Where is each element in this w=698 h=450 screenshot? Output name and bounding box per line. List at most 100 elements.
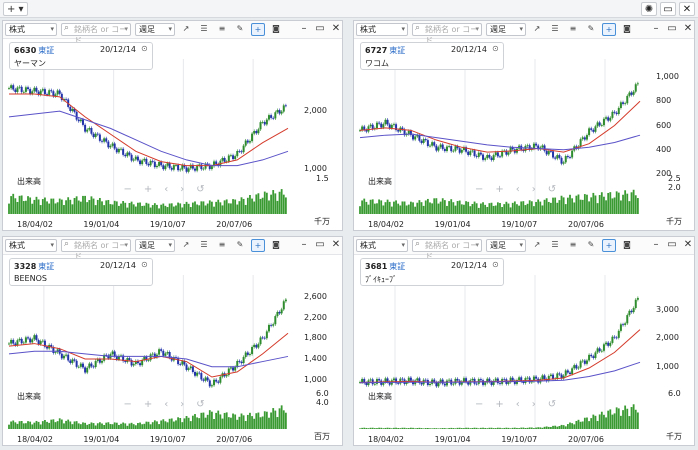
zoom-out-icon[interactable]: − (475, 184, 484, 195)
chevron-right-icon[interactable]: › (180, 184, 185, 195)
zoom-in-icon[interactable]: + (143, 184, 153, 195)
y-tick-label: 200 (656, 168, 672, 178)
volume-bar (124, 202, 127, 214)
zoom-out-icon[interactable]: − (123, 184, 132, 195)
lines-icon[interactable]: ☰ (551, 240, 559, 249)
restore-icon[interactable]: ▭ (660, 2, 676, 16)
candle (103, 354, 106, 361)
chevron-left-icon[interactable]: ‹ (164, 184, 169, 195)
reset-icon[interactable]: ↺ (196, 184, 205, 195)
chevron-down-icon[interactable]: ⊙ (492, 44, 499, 53)
pen-icon[interactable]: ✎ (236, 24, 244, 33)
candle (14, 89, 17, 92)
pen-icon[interactable]: ✎ (587, 24, 595, 33)
reset-icon[interactable]: ↺ (547, 184, 557, 195)
price-chart[interactable] (3, 39, 343, 231)
minimize-icon[interactable]: – (301, 239, 307, 250)
list-icon[interactable]: ≡ (218, 24, 226, 33)
search-input[interactable]: 銘柄名 or コード (412, 23, 482, 45)
close-icon[interactable]: ✕ (683, 23, 693, 34)
chevron-right-icon[interactable]: › (180, 399, 185, 410)
minimize-icon[interactable]: – (301, 23, 307, 34)
close-icon[interactable]: ✕ (683, 239, 693, 250)
close-icon[interactable]: ✕ (679, 2, 695, 16)
price-chart[interactable] (354, 255, 695, 446)
arrow-icon[interactable]: ↗ (182, 24, 190, 33)
crosshair-icon[interactable]: + (602, 239, 616, 252)
period-select[interactable]: 週足 (486, 239, 526, 252)
chevron-down-icon[interactable]: ⊙ (141, 44, 148, 53)
arrow-icon[interactable]: ↗ (182, 240, 190, 249)
chevron-left-icon[interactable]: ‹ (164, 399, 169, 410)
search-input[interactable]: 銘柄名 or コード (412, 239, 482, 261)
market-select[interactable]: 株式 (5, 239, 57, 252)
market-select[interactable]: 株式 (356, 239, 408, 252)
list-icon[interactable]: ≡ (569, 240, 577, 249)
volume-bar (130, 422, 133, 429)
chevron-down-icon[interactable]: ⊙ (141, 260, 148, 269)
chevron-left-icon[interactable]: ‹ (515, 184, 520, 195)
crosshair-icon[interactable]: + (602, 23, 616, 36)
camera-icon[interactable]: ◙ (272, 24, 280, 33)
volume-bar (407, 428, 410, 429)
candle (581, 360, 584, 362)
close-icon[interactable]: ✕ (331, 239, 341, 250)
camera-icon[interactable]: ◙ (623, 24, 631, 33)
volume-bar (424, 428, 427, 429)
minimize-icon[interactable]: – (653, 239, 659, 250)
period-select[interactable]: 週足 (486, 23, 526, 36)
list-icon[interactable]: ≡ (569, 24, 577, 33)
arrow-icon[interactable]: ↗ (533, 240, 541, 249)
zoom-in-icon[interactable]: + (495, 184, 504, 195)
crosshair-icon[interactable]: + (251, 23, 265, 36)
candle (435, 382, 438, 387)
period-select[interactable]: 週足 (135, 23, 175, 36)
chart-panel-6630: 株式 銘柄名 or コード 週足 ↗ ☰ ≡ ✎ + ◙ – ▭ ✕ 6630東… (2, 20, 343, 231)
period-select[interactable]: 週足 (135, 239, 175, 252)
maximize-icon[interactable]: ▭ (315, 239, 325, 250)
add-chart-button[interactable]: + ▾ (3, 2, 28, 16)
chevron-right-icon[interactable]: › (531, 399, 536, 410)
search-input[interactable]: 銘柄名 or コード (61, 23, 131, 45)
reset-icon[interactable]: ↺ (547, 399, 557, 410)
price-chart[interactable] (354, 39, 695, 231)
reset-icon[interactable]: ↺ (196, 399, 205, 410)
x-tick-label: 18/04/02 (368, 435, 404, 444)
minimize-icon[interactable]: – (653, 23, 659, 34)
arrow-icon[interactable]: ↗ (533, 24, 541, 33)
camera-icon[interactable]: ◙ (272, 240, 280, 249)
zoom-in-icon[interactable]: + (143, 399, 153, 410)
maximize-icon[interactable]: ▭ (667, 23, 677, 34)
maximize-icon[interactable]: ▭ (667, 239, 677, 250)
maximize-icon[interactable]: ▭ (315, 23, 325, 34)
chevron-left-icon[interactable]: ‹ (515, 399, 520, 410)
close-icon[interactable]: ✕ (331, 23, 341, 34)
zoom-in-icon[interactable]: + (495, 399, 504, 410)
candle (65, 98, 68, 100)
zoom-out-icon[interactable]: − (123, 399, 132, 410)
candle (160, 162, 163, 166)
price-chart[interactable] (3, 255, 343, 446)
volume-bar (39, 205, 42, 214)
zoom-out-icon[interactable]: − (475, 399, 484, 410)
lines-icon[interactable]: ☰ (200, 240, 208, 249)
candle (31, 91, 34, 94)
sun-icon[interactable]: ✺ (641, 2, 657, 16)
lines-icon[interactable]: ☰ (551, 24, 559, 33)
lines-icon[interactable]: ☰ (200, 24, 208, 33)
list-icon[interactable]: ≡ (218, 240, 226, 249)
market-select[interactable]: 株式 (5, 23, 57, 36)
pen-icon[interactable]: ✎ (236, 240, 244, 249)
candle (562, 375, 565, 379)
volume-bar (554, 425, 557, 429)
market-select[interactable]: 株式 (356, 23, 408, 36)
chevron-right-icon[interactable]: › (531, 184, 536, 195)
crosshair-icon[interactable]: + (251, 239, 265, 252)
candle (490, 381, 493, 385)
chevron-down-icon[interactable]: ⊙ (492, 260, 499, 269)
volume-bar (56, 421, 59, 429)
pen-icon[interactable]: ✎ (587, 240, 595, 249)
camera-icon[interactable]: ◙ (623, 240, 631, 249)
search-input[interactable]: 銘柄名 or コード (61, 239, 131, 261)
volume-bar (257, 193, 260, 214)
